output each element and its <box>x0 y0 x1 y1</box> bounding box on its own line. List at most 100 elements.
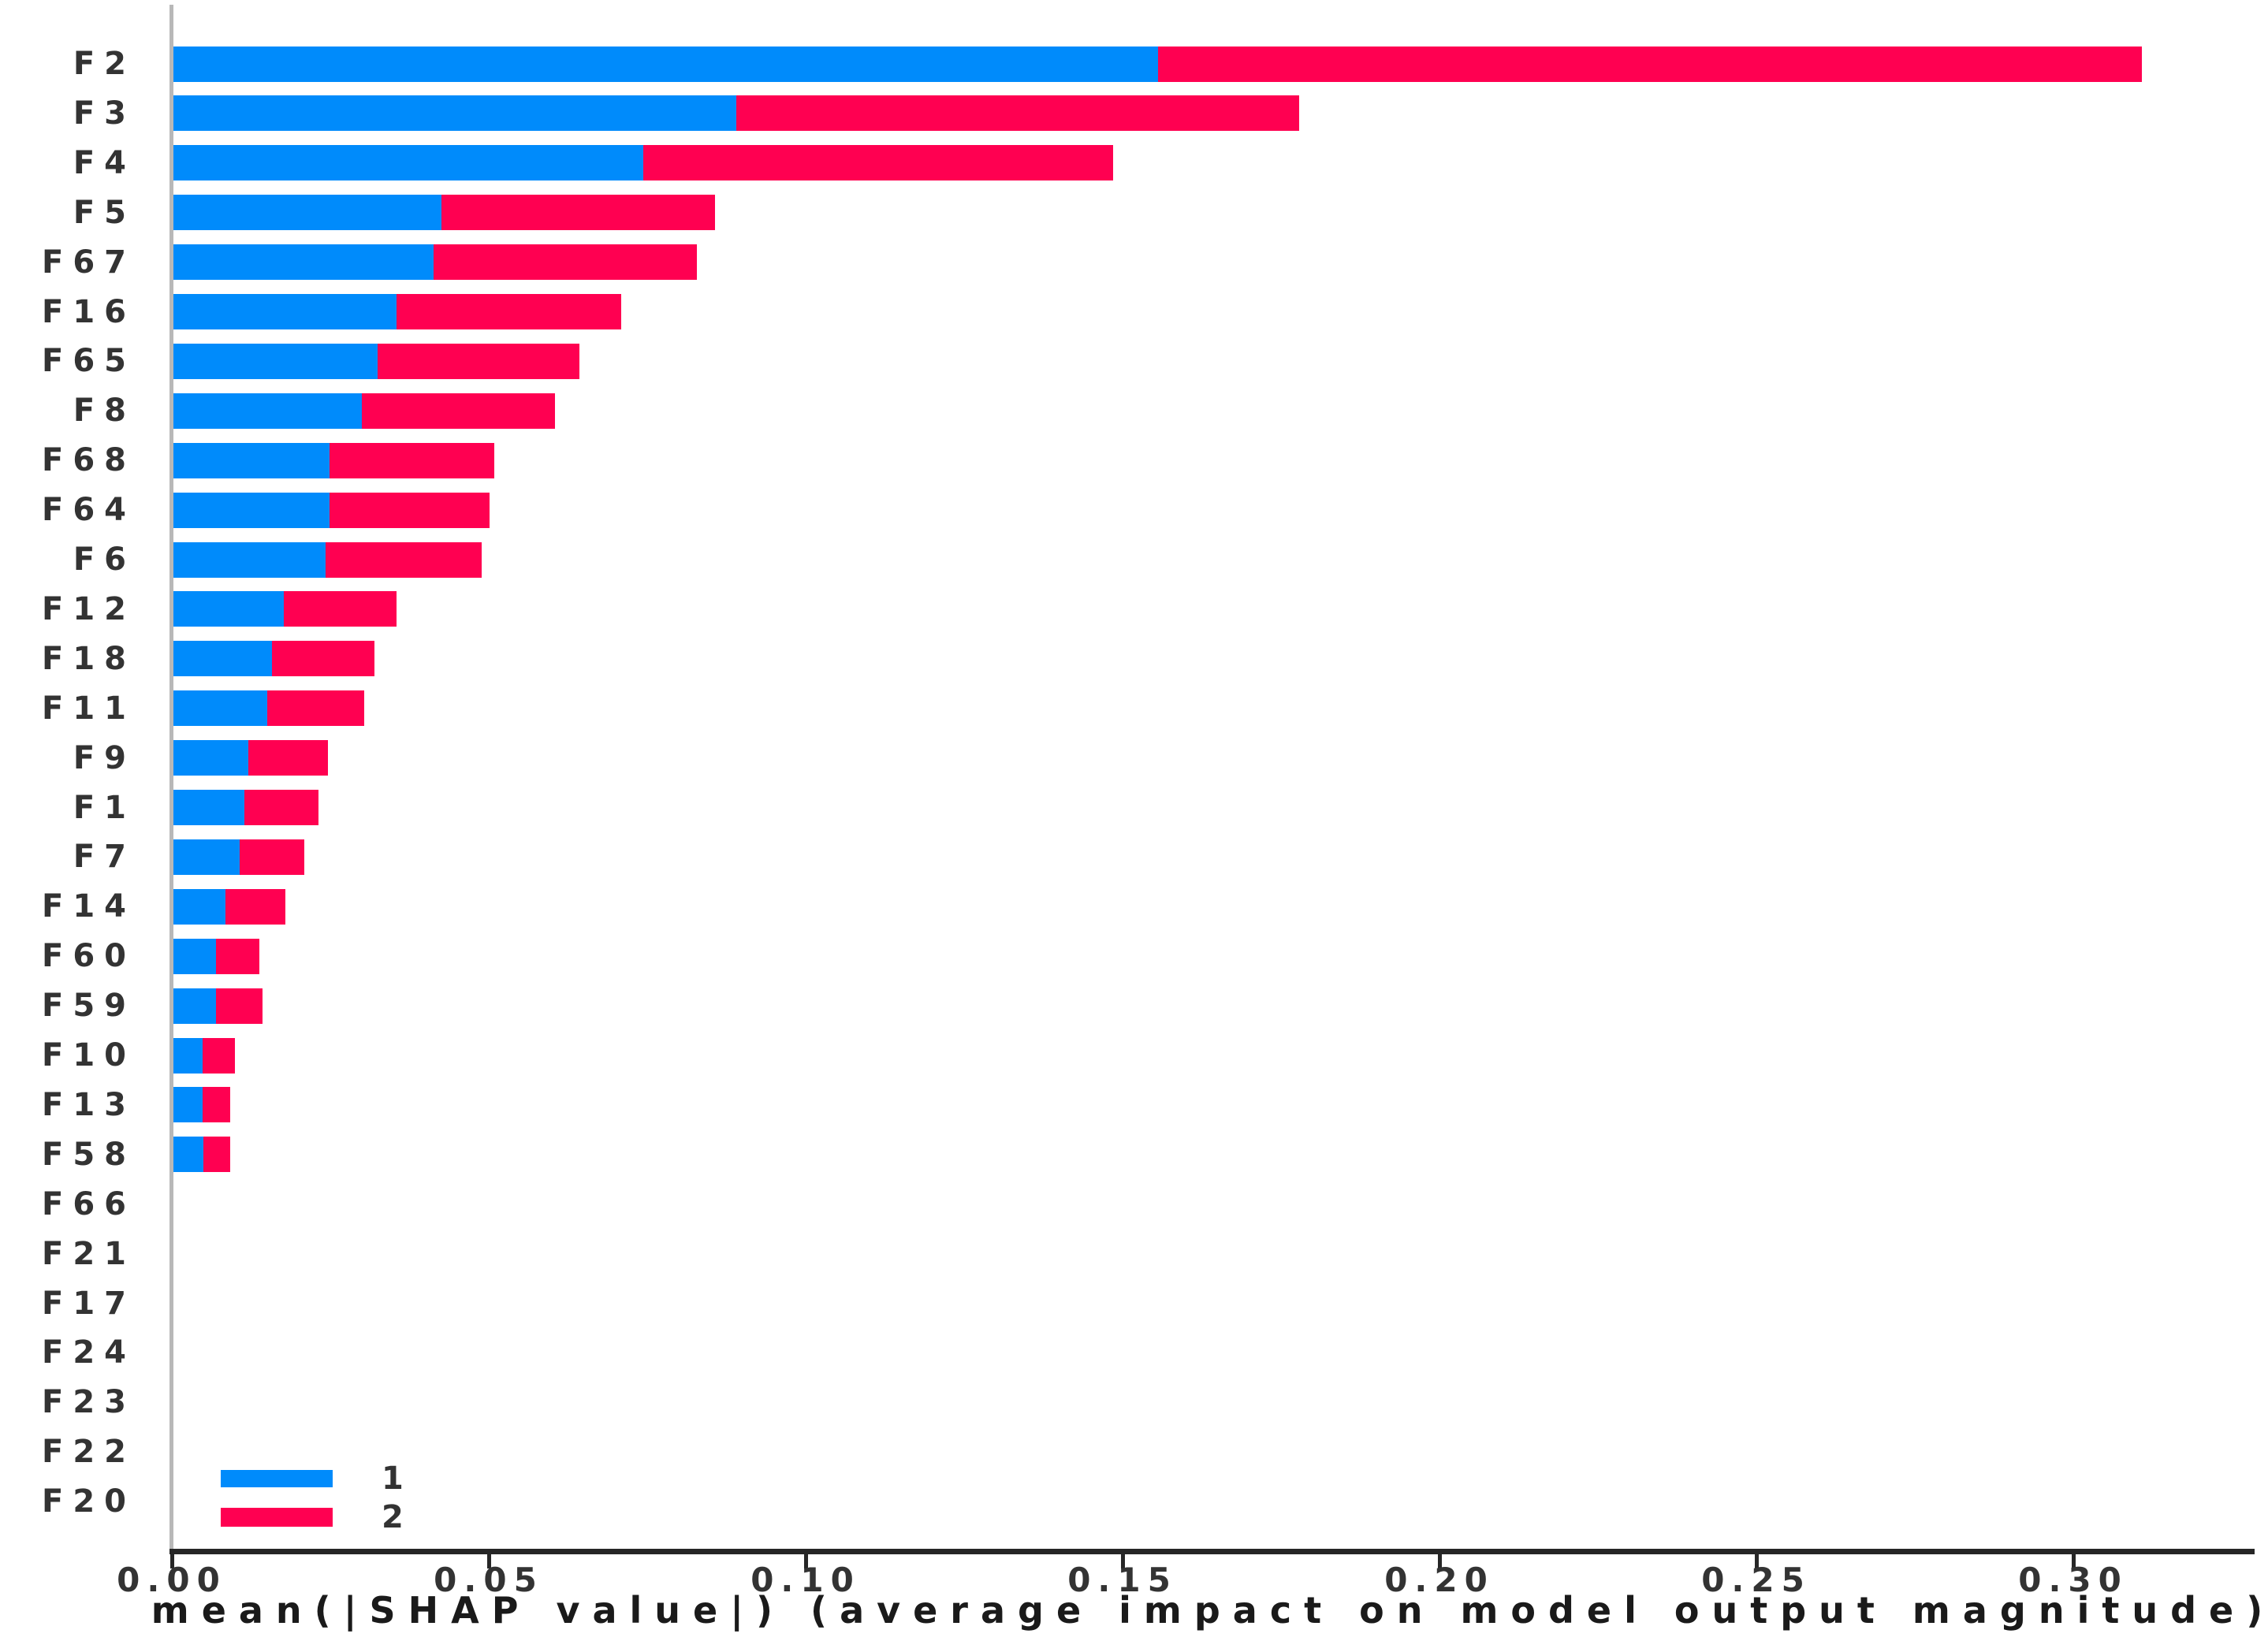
bar-row-F59 <box>172 988 263 1024</box>
y-tick-label-F20: F20 <box>42 1483 136 1520</box>
bar-segment-F16-class2 <box>397 294 621 329</box>
bar-row-F4 <box>172 145 1113 181</box>
x-tick-label-0.05: 0.05 <box>434 1561 544 1599</box>
y-tick-label-F12: F12 <box>42 590 136 627</box>
bar-segment-F16-class1 <box>172 294 397 329</box>
bar-segment-F3-class1 <box>172 95 736 132</box>
y-tick-label-F60: F60 <box>42 938 136 975</box>
bar-segment-F8-class1 <box>172 393 362 429</box>
x-axis-title: mean(|SHAP value|) (average impact on mo… <box>151 1589 2268 1632</box>
y-tick-label-F59: F59 <box>42 988 136 1025</box>
bar-row-F8 <box>172 393 555 429</box>
y-axis-spine <box>169 5 173 1554</box>
y-tick-label-F10: F10 <box>42 1037 136 1074</box>
x-tick-label-0.15: 0.15 <box>1067 1561 1178 1599</box>
y-tick-label-F65: F65 <box>42 343 136 380</box>
x-tick-label-0.30: 0.30 <box>2018 1561 2128 1599</box>
legend-label-class1: 1 <box>382 1461 407 1497</box>
legend-swatch-class1 <box>221 1470 333 1487</box>
x-tick-mark-0.10 <box>803 1554 808 1568</box>
bar-segment-F5-class1 <box>172 195 441 231</box>
bar-row-F64 <box>172 492 490 528</box>
y-tick-label-F13: F13 <box>42 1086 136 1123</box>
bar-segment-F4-class2 <box>643 145 1113 181</box>
bar-segment-F9-class1 <box>172 740 248 776</box>
y-tick-label-F21: F21 <box>42 1235 136 1272</box>
legend-swatch-class2 <box>221 1508 333 1527</box>
bar-segment-F67-class2 <box>434 244 697 281</box>
x-axis-line <box>169 1549 2255 1554</box>
y-tick-label-F17: F17 <box>42 1285 136 1322</box>
x-tick-mark-0.15 <box>1120 1554 1125 1568</box>
bar-row-F9 <box>172 740 328 776</box>
x-tick-label-0.10: 0.10 <box>750 1561 861 1599</box>
bar-segment-F12-class1 <box>172 591 284 627</box>
bar-segment-F58-class2 <box>203 1137 230 1173</box>
legend-entry-class1: 1 <box>221 1463 407 1494</box>
bar-segment-F65-class2 <box>378 343 579 379</box>
bar-segment-F59-class1 <box>172 988 216 1024</box>
bar-segment-F8-class2 <box>362 393 555 429</box>
x-tick-label-0.25: 0.25 <box>1701 1561 1812 1599</box>
bar-row-F2 <box>172 46 2142 82</box>
bar-segment-F2-class1 <box>172 46 1158 82</box>
bar-row-F16 <box>172 294 621 329</box>
bar-segment-F13-class1 <box>172 1087 203 1123</box>
bar-segment-F3-class2 <box>736 95 1299 132</box>
bar-segment-F14-class1 <box>172 888 225 925</box>
x-tick-label-0.00: 0.00 <box>117 1561 227 1599</box>
bar-row-F14 <box>172 888 285 925</box>
bar-segment-F11-class1 <box>172 690 267 727</box>
bar-segment-F1-class1 <box>172 790 244 825</box>
bar-segment-F10-class1 <box>172 1037 203 1074</box>
y-tick-label-F9: F9 <box>73 739 136 776</box>
y-tick-label-F11: F11 <box>42 690 136 727</box>
x-tick-mark-0.05 <box>486 1554 491 1568</box>
bar-segment-F60-class1 <box>172 938 216 974</box>
y-tick-label-F68: F68 <box>42 442 136 479</box>
bar-row-F67 <box>172 244 697 281</box>
legend-label-class2: 2 <box>382 1499 407 1535</box>
bar-segment-F5-class2 <box>441 195 715 231</box>
y-tick-label-F67: F67 <box>42 244 136 281</box>
bar-segment-F6-class2 <box>326 541 482 578</box>
bar-row-F7 <box>172 839 304 875</box>
bar-segment-F6-class1 <box>172 541 326 578</box>
y-tick-label-F14: F14 <box>42 888 136 925</box>
bar-segment-F4-class1 <box>172 145 643 181</box>
x-tick-mark-0.30 <box>2071 1554 2076 1568</box>
legend-entry-class2: 2 <box>221 1501 407 1533</box>
y-tick-label-F64: F64 <box>42 492 136 529</box>
bar-segment-F10-class2 <box>203 1037 235 1074</box>
bar-row-F5 <box>172 195 715 231</box>
bar-row-F68 <box>172 442 494 478</box>
y-tick-label-F66: F66 <box>42 1185 136 1222</box>
bar-segment-F12-class2 <box>284 591 397 627</box>
bar-row-F1 <box>172 790 318 825</box>
y-tick-label-F1: F1 <box>73 789 136 826</box>
bar-segment-F64-class1 <box>172 492 330 528</box>
bar-row-F3 <box>172 95 1299 132</box>
y-tick-label-F18: F18 <box>42 640 136 677</box>
bar-segment-F60-class2 <box>216 938 259 974</box>
bar-segment-F13-class2 <box>203 1087 230 1123</box>
bar-segment-F18-class2 <box>272 641 374 677</box>
bar-segment-F1-class2 <box>244 790 318 825</box>
x-tick-mark-0.20 <box>1437 1554 1442 1568</box>
bar-row-F11 <box>172 690 364 727</box>
bar-segment-F68-class2 <box>330 442 494 478</box>
y-tick-label-F3: F3 <box>73 95 136 132</box>
y-tick-label-F4: F4 <box>73 144 136 181</box>
y-tick-label-F5: F5 <box>73 194 136 231</box>
bar-segment-F14-class2 <box>225 888 285 925</box>
bar-segment-F18-class1 <box>172 641 272 677</box>
bar-row-F13 <box>172 1087 230 1123</box>
y-tick-label-F22: F22 <box>42 1434 136 1471</box>
bar-row-F60 <box>172 938 259 974</box>
y-tick-label-F16: F16 <box>42 293 136 330</box>
y-tick-label-F24: F24 <box>42 1334 136 1371</box>
bar-segment-F11-class2 <box>267 690 364 727</box>
bar-row-F65 <box>172 343 579 379</box>
